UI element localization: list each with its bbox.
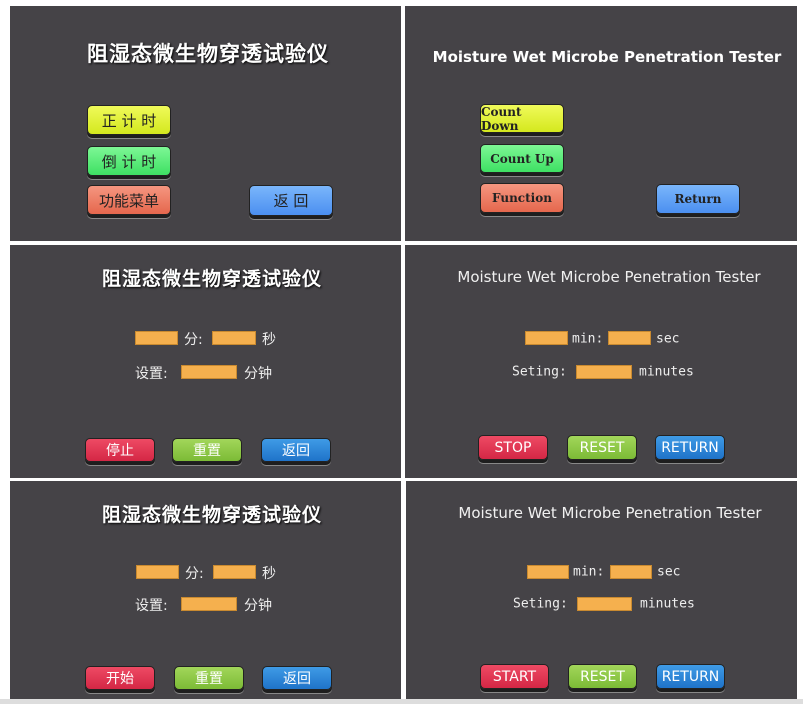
- setting-input[interactable]: [181, 365, 237, 379]
- function-label: Function: [492, 191, 552, 205]
- title-en: Moisture Wet Microbe Penetration Tester: [457, 268, 761, 286]
- reset-button[interactable]: 重置: [172, 438, 242, 462]
- min-label: min:: [572, 331, 604, 347]
- count-down-button[interactable]: 倒 计 时: [87, 146, 171, 176]
- return-label: 返回: [282, 443, 310, 459]
- min-label: min:: [573, 564, 605, 580]
- start-button[interactable]: 开始: [85, 666, 155, 690]
- sec-label: sec: [657, 564, 681, 580]
- reset-label: RESET: [580, 668, 625, 685]
- reset-button[interactable]: RESET: [568, 664, 637, 689]
- count-down-button[interactable]: Count Down: [480, 104, 564, 133]
- sec-label: 秒: [262, 332, 276, 348]
- return-button[interactable]: Return: [656, 184, 740, 214]
- stop-button[interactable]: STOP: [478, 435, 548, 460]
- panel-countup-cn: [10, 481, 401, 699]
- return-label: 返回: [283, 671, 311, 687]
- return-button[interactable]: 返回: [262, 666, 332, 690]
- start-label: 开始: [106, 671, 134, 687]
- count-down-label: 倒 计 时: [101, 152, 157, 171]
- return-button[interactable]: RETURN: [655, 435, 725, 460]
- reset-button[interactable]: RESET: [567, 435, 637, 460]
- minutes-display: [527, 565, 569, 579]
- count-up-button[interactable]: 正 计 时: [87, 105, 171, 135]
- minutes-display: [135, 331, 178, 345]
- return-label: RETURN: [661, 668, 720, 685]
- seconds-display: [213, 565, 256, 579]
- min-label: 分:: [185, 566, 204, 582]
- title-en: Moisture Wet Microbe Penetration Tester: [432, 48, 782, 66]
- start-button[interactable]: START: [480, 664, 549, 689]
- sec-label: sec: [656, 331, 680, 347]
- setting-label: 设置:: [135, 366, 168, 382]
- return-label: Return: [674, 192, 722, 206]
- return-label: RETURN: [661, 439, 719, 456]
- panel-main-menu-cn: [10, 6, 401, 241]
- reset-button[interactable]: 重置: [174, 666, 244, 690]
- setting-label: Seting:: [513, 596, 568, 612]
- reset-label: 重置: [193, 443, 221, 459]
- minutes-unit-label: 分钟: [244, 598, 272, 614]
- minutes-unit-label: minutes: [639, 364, 694, 380]
- count-up-label: Count Up: [490, 151, 554, 166]
- function-menu-button[interactable]: 功能菜单: [87, 185, 171, 215]
- setting-input[interactable]: [576, 365, 632, 379]
- setting-input[interactable]: [181, 597, 237, 611]
- stop-label: STOP: [494, 439, 532, 456]
- reset-label: RESET: [579, 439, 625, 456]
- return-button[interactable]: 返 回: [249, 185, 333, 216]
- seconds-display: [212, 331, 256, 345]
- seconds-display: [608, 331, 651, 345]
- minutes-unit-label: 分钟: [244, 366, 272, 382]
- title-cn: 阻湿态微生物穿透试验仪: [101, 268, 323, 290]
- panel-countup-en: [406, 481, 797, 699]
- count-up-label: 正 计 时: [101, 111, 157, 130]
- min-label: 分:: [184, 332, 203, 348]
- setting-input[interactable]: [577, 597, 632, 611]
- bottom-strip: [0, 699, 803, 704]
- return-button[interactable]: 返回: [261, 438, 331, 462]
- sec-label: 秒: [262, 566, 276, 582]
- minutes-unit-label: minutes: [640, 596, 695, 612]
- setting-label: 设置:: [135, 598, 168, 614]
- reset-label: 重置: [195, 671, 223, 687]
- minutes-display: [525, 331, 568, 345]
- setting-label: Seting:: [512, 364, 567, 380]
- title-en: Moisture Wet Microbe Penetration Tester: [458, 504, 762, 522]
- function-menu-label: 功能菜单: [98, 191, 159, 210]
- start-label: START: [492, 668, 537, 685]
- count-down-label: Count Down: [481, 104, 522, 133]
- function-button[interactable]: Function: [480, 183, 564, 213]
- stop-label: 停止: [106, 443, 134, 459]
- title-cn: 阻湿态微生物穿透试验仪: [87, 42, 329, 66]
- stop-button[interactable]: 停止: [85, 438, 155, 462]
- count-up-button[interactable]: Count Up: [480, 144, 564, 173]
- return-label: 返 回: [273, 192, 309, 210]
- return-button[interactable]: RETURN: [656, 664, 725, 689]
- minutes-display: [136, 565, 179, 579]
- seconds-display: [610, 565, 652, 579]
- title-cn: 阻湿态微生物穿透试验仪: [101, 504, 323, 526]
